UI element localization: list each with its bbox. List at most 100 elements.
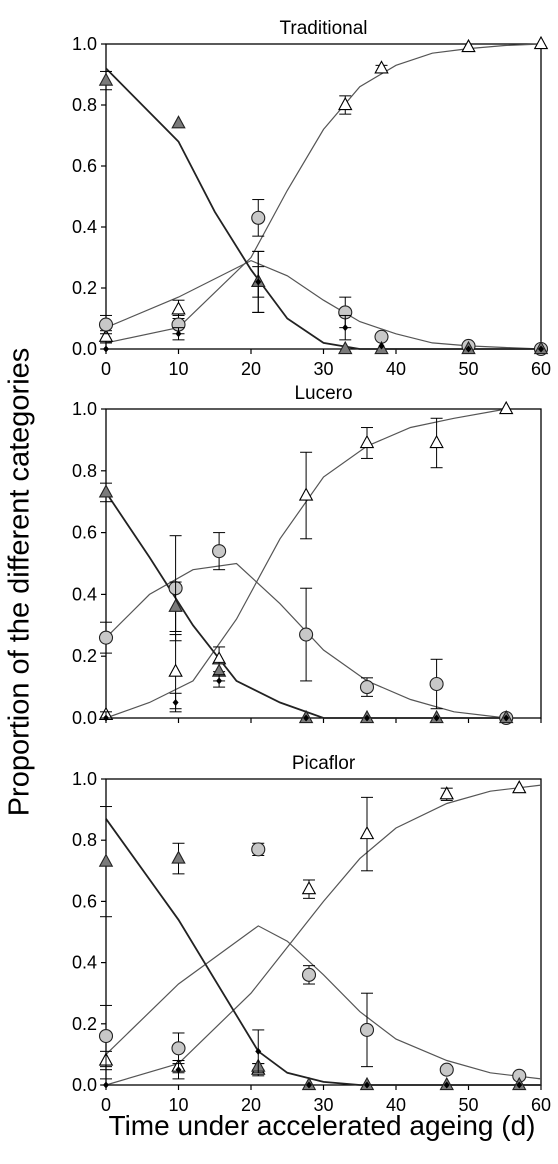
dot-point [538,345,544,353]
panel-1: Lucero 0.0 0.2 0.4 0.6 0.8 1.0 [72,383,542,728]
y-tick-label: 0.4 [72,953,97,973]
filled-triangle-point [98,72,114,86]
x-tick-label: 40 [386,1095,406,1115]
x-tick-label: 40 [386,359,406,379]
x-tick-label: 60 [531,1095,551,1115]
circle-point [251,210,266,225]
panel-title: Picaflor [292,753,356,774]
panel-title: Lucero [294,383,352,404]
y-tick-label: 0.4 [72,584,97,604]
x-tick-label: 60 [531,359,551,379]
circle-point [98,317,114,332]
open-triangle-point [359,434,375,449]
circle-point [171,1041,186,1056]
x-tick-label: 30 [313,1095,333,1115]
filled-triangle-point [98,853,114,867]
y-tick-label: 0.6 [72,891,97,911]
dot-point [433,714,440,722]
dot-point [216,677,223,685]
panel-title: Traditional [279,18,367,39]
dot-point [303,714,310,722]
circle-point [98,630,114,645]
open-triangle-point [168,663,183,677]
y-tick-label: 0.4 [72,217,97,237]
open-triangle-point [301,881,317,895]
y-tick-label: 0.8 [72,95,97,115]
dot-point [364,1081,370,1089]
circle-point [429,676,444,692]
filled-triangle-fit [105,67,541,350]
x-axis-label: Time under accelerated ageing (d) [108,1110,536,1141]
x-tick-label: 30 [313,359,333,379]
circle-fit [105,259,542,350]
dot-point [172,699,179,707]
y-tick-label: 1.0 [72,769,97,789]
y-tick-label: 1.0 [72,34,97,54]
y-tick-label: 0.8 [72,461,97,481]
dot-point [378,342,385,350]
filled-triangle-point [168,598,183,612]
filled-triangle-fit [105,818,541,1086]
open-triangle-point [439,786,454,800]
circle-point [98,1028,114,1044]
x-tick-label: 0 [101,359,111,379]
y-tick-label: 0.2 [72,646,97,666]
dot-point [175,330,182,338]
panel-2: Picaflor 0.0 0.2 0.4 0.6 0.8 1.0 0 10 20 30 40 50 60 [72,753,551,1115]
y-tick-label: 0.2 [72,278,97,298]
x-tick-label: 10 [168,1095,188,1115]
open-triangle-fit [105,408,507,719]
x-tick-label: 10 [168,359,188,379]
y-tick-label: 1.0 [72,399,97,419]
y-tick-label: 0.2 [72,1014,97,1034]
x-tick-label: 20 [241,359,261,379]
open-triangle-point [298,487,314,501]
panel-0: Traditional 0.0 0.2 0.4 0.6 0.8 1.0 0 10 20 30 40 50… [72,18,551,379]
y-tick-label: 0.0 [72,1075,97,1095]
dot-point [175,1066,182,1074]
dot-point [103,714,109,722]
filled-triangle-point [338,340,353,355]
filled-triangle-point [171,115,186,129]
dot-point [103,345,109,353]
y-axis-label: Proportion of the different categories [3,347,36,817]
y-tick-label: 0.0 [72,339,97,359]
dot-point [342,324,349,332]
open-triangle-point [359,825,375,840]
open-triangle-point [171,301,186,315]
dot-point [306,1081,312,1089]
circle-point [301,967,317,982]
open-triangle-fit [105,784,542,1086]
dot-point [503,714,510,722]
dot-point [255,1047,262,1055]
circle-fit [105,925,542,1080]
plot-frame [105,43,542,350]
x-tick-label: 50 [458,359,478,379]
dot-point [255,278,262,286]
plot-frame [105,778,542,1086]
open-triangle-point [429,434,444,449]
circle-point [359,1022,375,1037]
dot-point [103,1081,109,1089]
y-tick-label: 0.6 [72,156,97,176]
circle-point [212,544,227,559]
filled-triangle-point [171,850,186,864]
circle-point [359,680,375,695]
open-triangle-fit [105,43,542,344]
y-tick-label: 0.0 [72,708,97,728]
dot-point [465,345,472,353]
open-triangle-point [498,400,514,415]
open-triangle-point [98,328,114,342]
open-triangle-point [374,60,389,74]
x-tick-label: 0 [101,1095,111,1115]
open-triangle-point [461,38,476,53]
dot-point [443,1081,450,1089]
circle-point [299,627,314,642]
x-tick-label: 50 [458,1095,478,1115]
x-tick-label: 20 [241,1095,261,1115]
circle-point [251,842,266,857]
dot-point [364,714,370,722]
dot-point [516,1081,523,1089]
circle-point [439,1062,454,1077]
